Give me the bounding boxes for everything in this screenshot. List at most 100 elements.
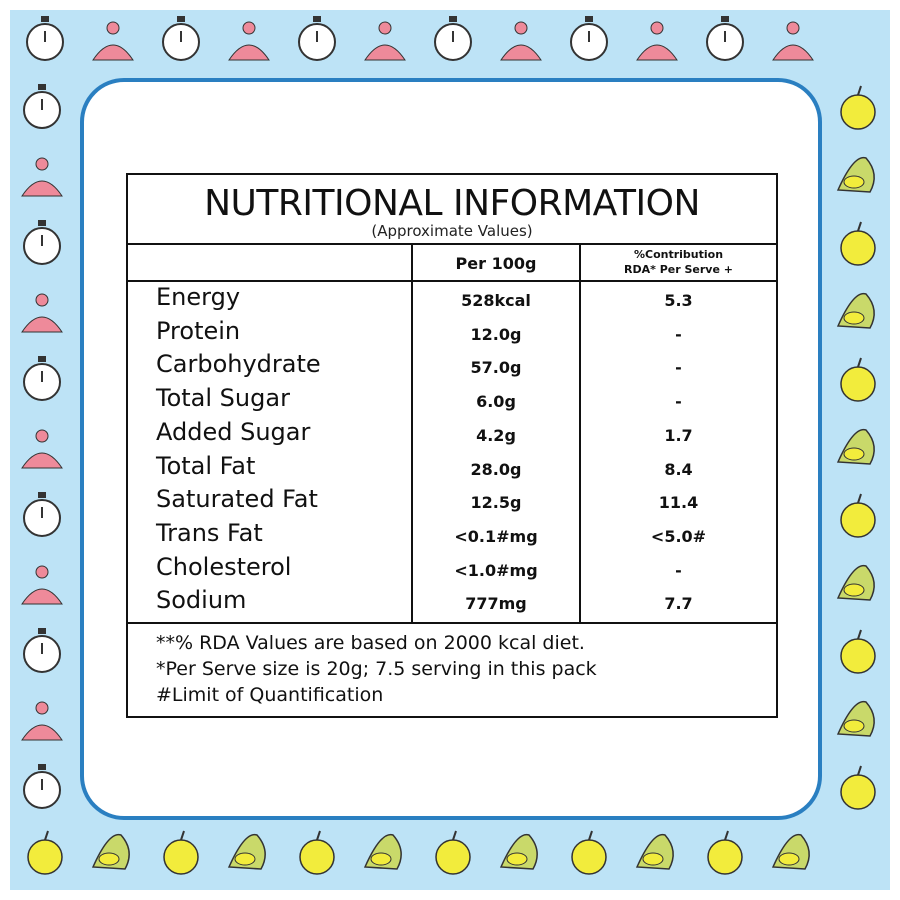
rule	[128, 243, 776, 245]
header-cell: Per 100g	[455, 254, 537, 273]
icon	[177, 16, 185, 22]
icon	[778, 852, 800, 866]
icon	[21, 724, 63, 741]
icon	[843, 175, 865, 189]
icon	[843, 583, 865, 597]
icon	[38, 84, 46, 90]
icon	[35, 701, 49, 715]
icon	[38, 492, 46, 498]
footnote: #Limit of Quantification	[156, 684, 384, 706]
icon	[313, 16, 321, 22]
icon	[857, 629, 862, 640]
icon	[840, 94, 876, 130]
icon	[98, 852, 120, 866]
icon	[840, 502, 876, 538]
icon	[38, 220, 46, 226]
icon	[21, 316, 63, 333]
icon	[38, 628, 46, 634]
rda-value: -	[675, 560, 682, 580]
icon	[650, 21, 664, 35]
per-100g-value: <0.1#mg	[454, 526, 538, 546]
per-100g-value: 777mg	[465, 594, 527, 614]
icon	[857, 85, 862, 96]
icon	[588, 830, 593, 841]
icon	[35, 293, 49, 307]
title: NUTRITIONAL INFORMATION	[204, 183, 700, 224]
nutrient-name: Added Sugar	[156, 417, 311, 446]
rda-value: 5.3	[664, 291, 693, 310]
rule	[128, 622, 776, 624]
icon	[234, 852, 256, 866]
icon	[840, 638, 876, 674]
icon	[843, 447, 865, 461]
icon	[721, 16, 729, 22]
icon	[21, 180, 63, 197]
icon	[840, 230, 876, 266]
icon	[843, 719, 865, 733]
icon	[21, 452, 63, 469]
icon	[840, 774, 876, 810]
rda-value: -	[675, 358, 682, 378]
icon	[38, 356, 46, 362]
icon	[449, 16, 457, 22]
icon	[786, 21, 800, 35]
icon	[585, 16, 593, 22]
rule	[128, 280, 776, 282]
icon	[452, 830, 457, 841]
icon	[21, 588, 63, 605]
icon	[106, 21, 120, 35]
icon	[636, 44, 678, 61]
icon	[35, 157, 49, 171]
icon	[642, 852, 664, 866]
icon	[772, 44, 814, 61]
header-cell: %Contribution	[633, 248, 724, 261]
icon	[506, 852, 528, 866]
icon	[35, 565, 49, 579]
icon	[27, 839, 63, 875]
subtitle: (Approximate Values)	[371, 222, 533, 240]
icon	[35, 429, 49, 443]
nutrient-name: Sodium	[156, 586, 247, 615]
icon	[38, 764, 46, 770]
rule	[579, 243, 581, 622]
icon	[724, 830, 729, 841]
icon	[242, 21, 256, 35]
icon	[180, 830, 185, 841]
icon	[44, 830, 49, 841]
icon	[514, 21, 528, 35]
icon	[571, 839, 607, 875]
nutrient-name: Energy	[156, 283, 241, 311]
icon	[364, 44, 406, 61]
per-100g-value: 12.0g	[470, 324, 522, 344]
rda-value: 11.4	[658, 493, 699, 513]
icon	[857, 221, 862, 232]
nutrient-name: Carbohydrate	[156, 350, 321, 379]
nutrient-name: Trans Fat	[156, 518, 263, 547]
rda-value: <5.0#	[650, 526, 707, 546]
icon	[316, 830, 321, 841]
icon	[163, 839, 199, 875]
per-100g-value: 12.5g	[470, 493, 522, 513]
rda-value: -	[675, 392, 682, 412]
icon	[378, 21, 392, 35]
footnote: *Per Serve size is 20g; 7.5 serving in t…	[156, 658, 597, 680]
icon	[857, 493, 862, 504]
per-100g-value: 4.2g	[476, 425, 516, 445]
nutrient-name: Total Fat	[156, 451, 256, 480]
icon	[857, 765, 862, 776]
nutrient-name: Saturated Fat	[156, 485, 318, 514]
rda-value: -	[675, 324, 682, 344]
per-100g-value: 28.0g	[470, 459, 522, 479]
rule	[411, 243, 413, 622]
rda-value: 1.7	[664, 425, 693, 445]
nutrient-name: Total Sugar	[156, 384, 290, 413]
per-100g-value: 528kcal	[461, 291, 531, 310]
icon	[41, 16, 49, 22]
per-100g-value: 6.0g	[476, 392, 516, 412]
icon	[707, 839, 743, 875]
icon	[500, 44, 542, 61]
icon	[843, 311, 865, 325]
footnote: **% RDA Values are based on 2000 kcal di…	[156, 632, 585, 654]
